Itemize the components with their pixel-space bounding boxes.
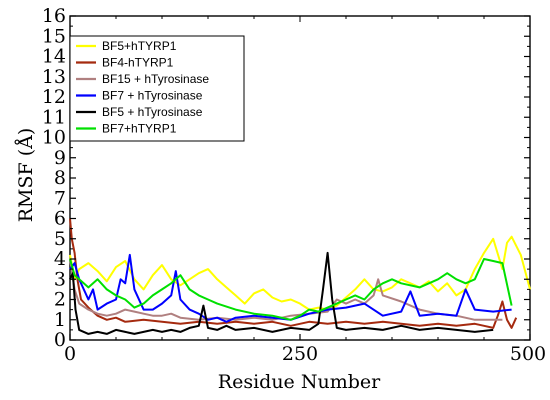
legend-label-3: BF15 + hTyrosinase: [102, 72, 209, 86]
y-tick-label: 12: [42, 86, 66, 108]
series-line-1: [69, 235, 531, 311]
y-tick-label: 8: [54, 167, 66, 189]
y-tick-label: 0: [54, 329, 66, 351]
x-tick-label: 250: [282, 343, 318, 365]
series-line-4: [69, 253, 512, 323]
y-tick-label: 2: [54, 289, 66, 311]
x-axis-title: Residue Number: [218, 371, 381, 393]
x-tick-label: 0: [64, 343, 76, 365]
y-tick-label: 5: [54, 228, 66, 250]
series-line-5: [69, 251, 494, 335]
y-tick-label: 4: [54, 248, 66, 270]
y-tick-label: 1: [54, 309, 66, 331]
y-tick-label: 7: [54, 187, 66, 209]
y-tick-label: 3: [54, 268, 66, 290]
legend-label-5: BF5 + hTyrosinase: [102, 105, 203, 119]
legend-label-6: BF7+hTYRP1: [102, 122, 177, 136]
y-tick-label: 15: [42, 25, 66, 47]
series-layer: [69, 218, 531, 335]
series-line-2: [69, 218, 518, 329]
y-tick-label: 13: [42, 66, 66, 88]
y-tick-label: 10: [42, 127, 66, 149]
y-tick-label: 6: [54, 208, 66, 230]
x-tick-label: 500: [510, 343, 546, 365]
y-tick-label: 9: [54, 147, 66, 169]
series-line-6: [69, 258, 513, 321]
legend-label-1: BF5+hTYRP1: [102, 39, 177, 53]
legend: BF5+hTYRP1 BF4-hTYRP1 BF15 + hTyrosinase BF…: [69, 35, 245, 142]
legend-box: [69, 35, 245, 142]
legend-label-2: BF4-hTYRP1: [102, 56, 174, 70]
y-tick-label: 16: [42, 5, 66, 27]
y-axis-title: RMSF (Å): [15, 128, 37, 223]
legend-label-4: BF7 + hTyrosinase: [102, 89, 203, 103]
y-tick-label: 14: [42, 46, 66, 68]
y-tick-label: 11: [42, 106, 66, 128]
